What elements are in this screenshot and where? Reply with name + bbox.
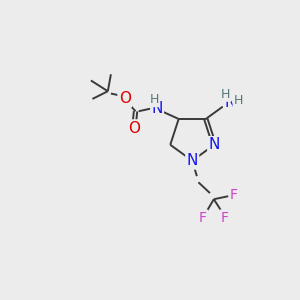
Text: F: F: [230, 188, 238, 202]
Text: F: F: [220, 211, 229, 225]
Text: H: H: [149, 93, 159, 106]
Text: H: H: [221, 88, 230, 101]
Text: O: O: [128, 121, 140, 136]
Text: O: O: [119, 92, 131, 106]
Text: O: O: [119, 92, 131, 106]
Text: H: H: [233, 94, 243, 107]
Text: H: H: [221, 88, 230, 101]
Text: N: N: [208, 137, 220, 152]
Text: O: O: [128, 121, 140, 136]
Text: N: N: [187, 153, 198, 168]
Text: F: F: [220, 211, 229, 225]
Text: H: H: [149, 93, 159, 106]
Text: N: N: [208, 137, 220, 152]
Text: N: N: [152, 101, 163, 116]
Text: F: F: [199, 211, 207, 225]
Text: N: N: [152, 101, 163, 116]
Text: N: N: [187, 153, 198, 168]
Text: N: N: [225, 94, 236, 110]
Text: H: H: [233, 94, 243, 107]
Text: N: N: [225, 94, 236, 110]
Text: F: F: [230, 188, 238, 202]
Text: F: F: [199, 211, 207, 225]
